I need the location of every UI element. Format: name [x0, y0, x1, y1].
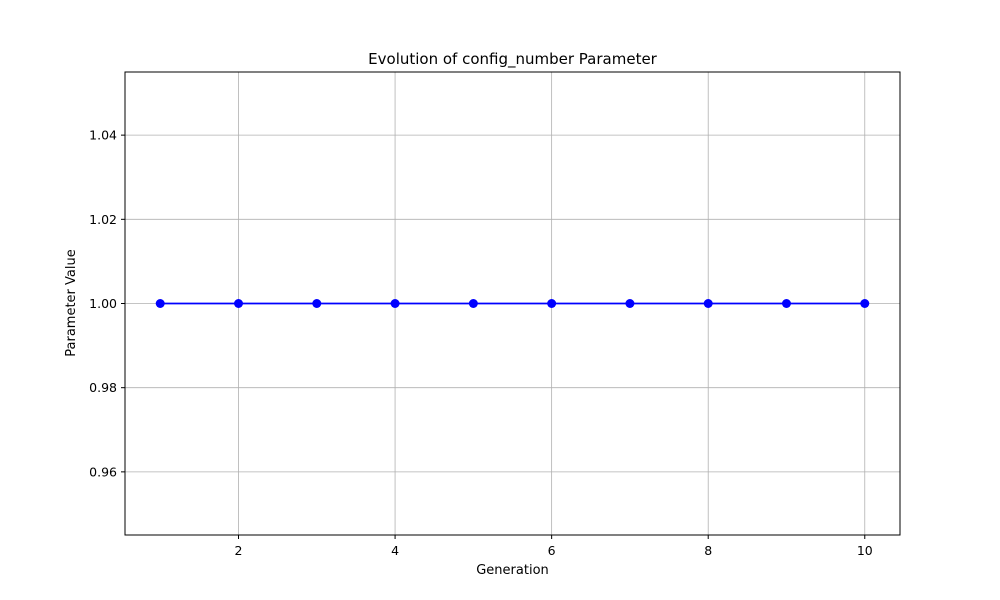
data-point	[625, 299, 635, 308]
x-axis-label: Generation	[476, 563, 549, 578]
axis-ticks: 2 4 6 8 10 0.96 0.98 1.00 1.02 1.04	[89, 128, 873, 558]
data-point	[468, 299, 478, 308]
data-point	[703, 299, 713, 308]
data-point	[781, 299, 791, 308]
data-point	[234, 299, 244, 308]
data-point	[390, 299, 400, 308]
data-point	[860, 299, 870, 308]
x-tick-label: 4	[391, 543, 399, 558]
y-tick-label: 1.02	[89, 212, 117, 227]
x-tick-label: 2	[235, 543, 243, 558]
chart-title: Evolution of config_number Parameter	[368, 50, 658, 69]
y-tick-label: 1.00	[89, 296, 117, 311]
y-axis-label: Parameter Value	[64, 249, 79, 356]
y-tick-label: 1.04	[89, 128, 117, 143]
y-tick-label: 0.98	[89, 380, 117, 395]
x-tick-label: 8	[704, 543, 712, 558]
x-tick-label: 6	[548, 543, 556, 558]
data-point	[547, 299, 557, 308]
data-point	[312, 299, 322, 308]
y-tick-label: 0.96	[89, 464, 117, 479]
data-point	[155, 299, 165, 308]
series-layer	[155, 299, 870, 308]
x-tick-label: 10	[857, 543, 873, 558]
